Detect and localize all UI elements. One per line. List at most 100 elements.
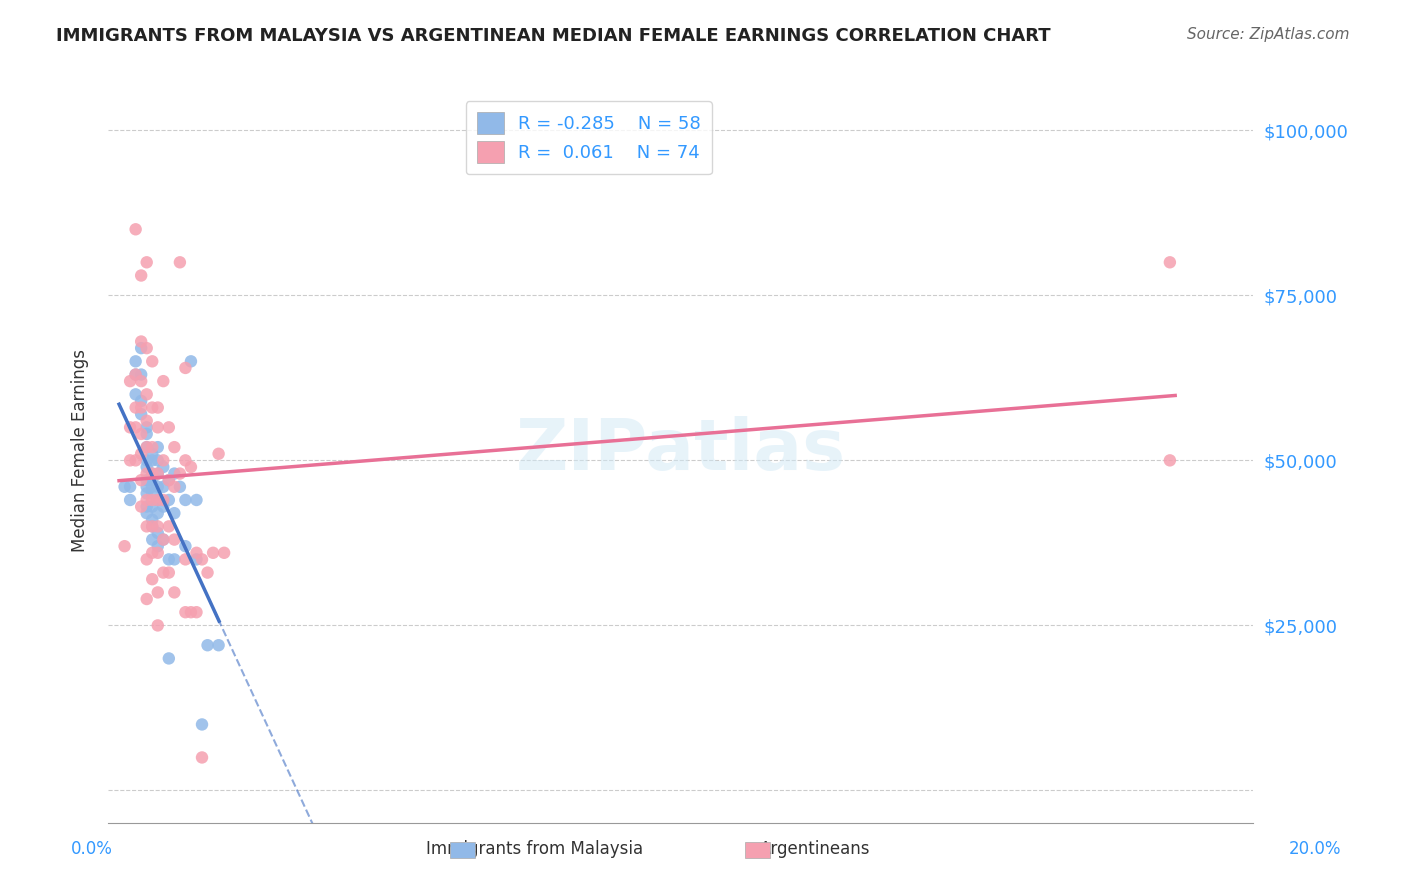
Point	[157, 651, 180, 665]
Point	[135, 460, 157, 475]
Point	[157, 473, 180, 487]
Point	[180, 605, 202, 619]
Point	[120, 480, 142, 494]
Point	[120, 493, 142, 508]
Point	[146, 467, 169, 481]
Point	[135, 506, 157, 520]
Point	[135, 500, 157, 514]
Point	[129, 393, 152, 408]
Point	[157, 566, 180, 580]
Point	[146, 539, 169, 553]
Point	[135, 341, 157, 355]
Text: ZIPatlas: ZIPatlas	[516, 416, 845, 485]
Point	[169, 255, 191, 269]
Point	[124, 420, 146, 434]
Point	[135, 453, 157, 467]
Legend: R = -0.285    N = 58, R =  0.061    N = 74: R = -0.285 N = 58, R = 0.061 N = 74	[465, 102, 711, 174]
Point	[135, 440, 157, 454]
Point	[157, 493, 180, 508]
Point	[146, 420, 169, 434]
Point	[146, 453, 169, 467]
Y-axis label: Median Female Earnings: Median Female Earnings	[72, 349, 89, 552]
Point	[141, 453, 163, 467]
Point	[152, 460, 174, 475]
Point	[135, 493, 157, 508]
Point	[120, 453, 142, 467]
Point	[129, 374, 152, 388]
Point	[191, 552, 214, 566]
Point	[129, 334, 152, 349]
Point	[141, 519, 163, 533]
Point	[141, 486, 163, 500]
Point	[146, 493, 169, 508]
Point	[141, 513, 163, 527]
Point	[207, 447, 229, 461]
Point	[157, 473, 180, 487]
Point	[135, 480, 157, 494]
Point	[135, 440, 157, 454]
Point	[141, 447, 163, 461]
Point	[1159, 453, 1181, 467]
Point	[174, 453, 197, 467]
Point	[174, 360, 197, 375]
Point	[135, 486, 157, 500]
Point	[141, 440, 163, 454]
Point	[146, 585, 169, 599]
Text: Argentineans: Argentineans	[761, 840, 870, 858]
Point	[152, 493, 174, 508]
Point	[146, 493, 169, 508]
Point	[129, 407, 152, 421]
Point	[180, 354, 202, 368]
Text: Source: ZipAtlas.com: Source: ZipAtlas.com	[1187, 27, 1350, 42]
Point	[135, 387, 157, 401]
Point	[129, 268, 152, 283]
Point	[129, 426, 152, 441]
Point	[202, 546, 225, 560]
Point	[163, 585, 186, 599]
Point	[135, 420, 157, 434]
Point	[141, 480, 163, 494]
Point	[146, 480, 169, 494]
Point	[124, 453, 146, 467]
Text: 0.0%: 0.0%	[70, 840, 112, 858]
Point	[129, 368, 152, 382]
Point	[120, 420, 142, 434]
Point	[141, 493, 163, 508]
Point	[163, 467, 186, 481]
Point	[146, 401, 169, 415]
Point	[180, 460, 202, 475]
Point	[191, 717, 214, 731]
Point	[141, 354, 163, 368]
Point	[169, 467, 191, 481]
Point	[152, 500, 174, 514]
Point	[174, 605, 197, 619]
Point	[157, 519, 180, 533]
Point	[163, 506, 186, 520]
Point	[135, 592, 157, 607]
Point	[141, 467, 163, 481]
Point	[152, 566, 174, 580]
Point	[1159, 255, 1181, 269]
Point	[163, 552, 186, 566]
Text: 20.0%: 20.0%	[1288, 840, 1341, 858]
Point	[129, 341, 152, 355]
Point	[152, 533, 174, 547]
Text: Immigrants from Malaysia: Immigrants from Malaysia	[426, 840, 643, 858]
Point	[129, 447, 152, 461]
Point	[135, 467, 157, 481]
Point	[174, 493, 197, 508]
Point	[197, 566, 219, 580]
Point	[141, 533, 163, 547]
Point	[135, 414, 157, 428]
Point	[146, 618, 169, 632]
Point	[124, 354, 146, 368]
Point	[152, 533, 174, 547]
Point	[135, 519, 157, 533]
Point	[124, 401, 146, 415]
Point	[124, 368, 146, 382]
Point	[141, 572, 163, 586]
Point	[186, 552, 208, 566]
Point	[141, 401, 163, 415]
Point	[124, 387, 146, 401]
Point	[135, 552, 157, 566]
